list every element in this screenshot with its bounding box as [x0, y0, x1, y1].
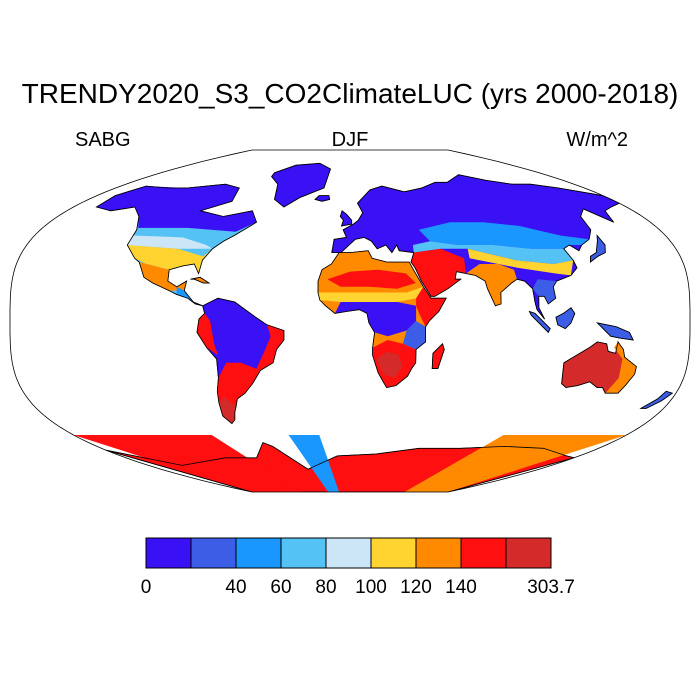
- season-label: DJF: [331, 129, 369, 151]
- zone-antarctica-east: [404, 435, 627, 492]
- zone-congo: [334, 302, 417, 337]
- zone-se-asia: [532, 279, 557, 304]
- colorbar-tick-label: 140: [445, 577, 477, 598]
- zone-mid-asia: [412, 241, 574, 264]
- zone-sahara-hot: [327, 269, 416, 289]
- colorbar-box: [190, 537, 237, 569]
- coastline: [555, 307, 576, 330]
- zone-antarctica-west: [73, 435, 301, 492]
- zone-horn: [416, 286, 447, 327]
- variable-label: SABG: [75, 129, 131, 151]
- zone-middle-east: [411, 248, 466, 297]
- colorbar-tick-label: 0: [140, 577, 152, 598]
- coastline: [339, 210, 353, 227]
- coastline: [271, 162, 331, 208]
- coastline: [317, 250, 447, 388]
- coastline: [639, 390, 674, 409]
- coastline: [190, 276, 211, 284]
- zone-mexico: [139, 262, 187, 291]
- coastline: [528, 310, 551, 334]
- zone-kalahari: [376, 351, 403, 378]
- colorbar-box: [415, 537, 462, 569]
- zone-central-america: [176, 286, 203, 306]
- coastline: [95, 183, 257, 307]
- zone-canada: [96, 184, 257, 232]
- coastline: [196, 297, 285, 425]
- colorbar-box: [145, 537, 192, 569]
- colorbar-box: [370, 537, 417, 569]
- zone-india: [465, 264, 517, 306]
- land-layer: [73, 162, 674, 492]
- colorbar-box: [235, 537, 282, 569]
- zone-tibet-china: [467, 248, 574, 276]
- colorbar-box: [280, 537, 327, 569]
- colorbar-tick-label: 303.7: [527, 577, 575, 598]
- coastline: [314, 195, 331, 202]
- coastline: [331, 174, 621, 320]
- zone-patagonia: [218, 397, 237, 424]
- colorbar-tick-label: 40: [225, 577, 247, 598]
- colorbar: [145, 537, 552, 569]
- zone-sahel: [318, 286, 424, 302]
- colorbar-tick-label: 80: [315, 577, 337, 598]
- zone-central-asia: [418, 222, 590, 249]
- coastline: [105, 442, 576, 492]
- coastline: [596, 322, 634, 341]
- colorbar-tick-label: 60: [270, 577, 292, 598]
- zone-antarctica-wedge: [288, 435, 340, 492]
- coastline: [590, 234, 606, 263]
- zone-us-plains: [127, 235, 213, 249]
- coastline: [431, 343, 445, 369]
- map-title: TRENDY2020_S3_CO2ClimateLUC (yrs 2000-20…: [21, 78, 679, 109]
- zone-brazil-east: [252, 324, 284, 384]
- colorbar-tick-label: 100: [355, 577, 387, 598]
- zone-us-south: [127, 245, 213, 274]
- zone-east-africa: [402, 321, 426, 350]
- zone-andes: [197, 313, 219, 356]
- coastline: [561, 340, 637, 394]
- colorbar-tick-label: 120: [400, 577, 432, 598]
- colorbar-box: [505, 537, 552, 569]
- colorbar-box: [460, 537, 507, 569]
- units-label: W/m^2: [566, 129, 628, 151]
- colorbar-box: [325, 537, 372, 569]
- zone-australia-coast: [605, 341, 637, 394]
